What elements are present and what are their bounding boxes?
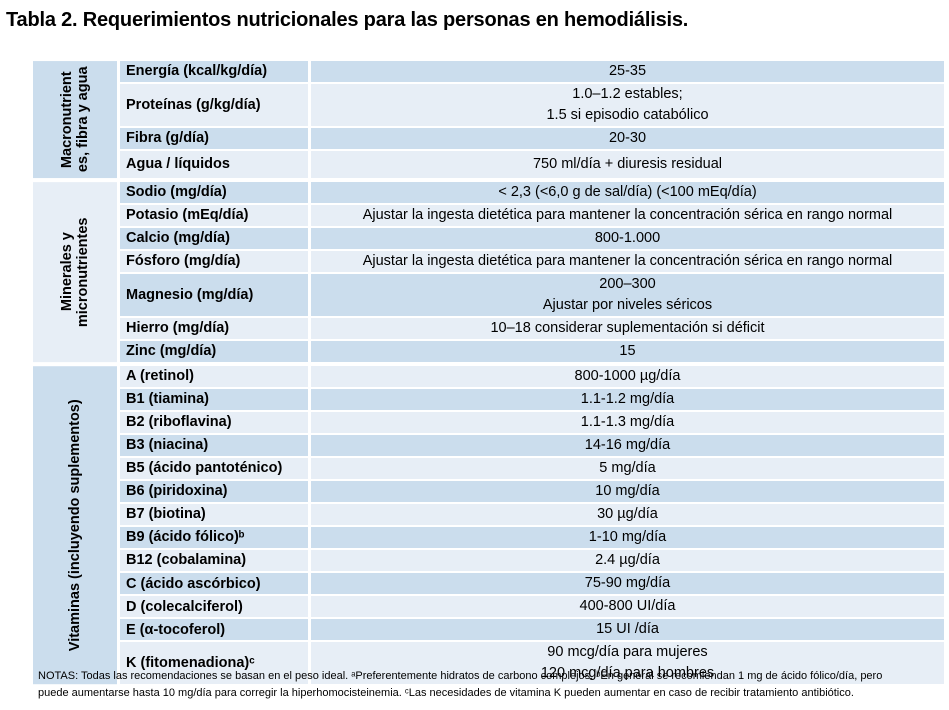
row-label: Zinc (mg/día) xyxy=(120,341,308,363)
row-label: Magnesio (mg/día) xyxy=(120,274,308,317)
row-label: B5 (ácido pantoténico) xyxy=(120,458,308,480)
row-value: 30 µg/día xyxy=(311,504,944,526)
row-value: 75-90 mg/día xyxy=(311,573,944,595)
row-label: B9 (ácido fólico)ᵇ xyxy=(120,527,308,549)
requirements-table: Macronutrient es, fibra y agua Energía (k… xyxy=(33,61,944,688)
row-value: 1.1-1.2 mg/día xyxy=(311,389,944,411)
table-section: Minerales y micronutrientes Sodio (mg/día… xyxy=(33,182,944,363)
row-label: Hierro (mg/día) xyxy=(120,318,308,340)
row-value: 1.1-1.3 mg/día xyxy=(311,412,944,434)
row-value: Ajustar la ingesta dietética para manten… xyxy=(311,205,944,227)
row-value: 750 ml/día + diuresis residual xyxy=(311,151,944,179)
row-label: B7 (biotina) xyxy=(120,504,308,526)
row-value: 25-35 xyxy=(311,61,944,83)
row-label: Potasio (mEq/día) xyxy=(120,205,308,227)
row-label: Fibra (g/día) xyxy=(120,128,308,150)
row-value: 1.0–1.2 estables; 1.5 si episodio catabó… xyxy=(311,84,944,127)
row-value: 10–18 considerar suplementación si défic… xyxy=(311,318,944,340)
row-label: Agua / líquidos xyxy=(120,151,308,179)
row-value: 90 mcg/día para mujeres 120 mcg/día para… xyxy=(311,642,944,685)
row-value: 800-1000 µg/día xyxy=(311,366,944,388)
row-label: Energía (kcal/kg/día) xyxy=(120,61,308,83)
table-section: Macronutrient es, fibra y agua Energía (k… xyxy=(33,61,944,179)
row-value: Ajustar la ingesta dietética para manten… xyxy=(311,251,944,273)
row-label: B1 (tiamina) xyxy=(120,389,308,411)
row-label: E (α-tocoferol) xyxy=(120,619,308,641)
row-value: < 2,3 (<6,0 g de sal/día) (<100 mEq/día) xyxy=(311,182,944,204)
row-label: D (colecalciferol) xyxy=(120,596,308,618)
section-group-header: Minerales y micronutrientes xyxy=(33,182,117,363)
row-label: B6 (piridoxina) xyxy=(120,481,308,503)
row-value: 15 UI /día xyxy=(311,619,944,641)
row-label: Proteínas (g/kg/día) xyxy=(120,84,308,127)
row-value: 800-1.000 xyxy=(311,228,944,250)
row-value: 200–300 Ajustar por niveles séricos xyxy=(311,274,944,317)
table-section: Vitaminas (incluyendo suplementos) A (ret… xyxy=(33,366,944,685)
section-group-header: Vitaminas (incluyendo suplementos) xyxy=(33,366,117,685)
row-label: Calcio (mg/día) xyxy=(120,228,308,250)
row-label: Sodio (mg/día) xyxy=(120,182,308,204)
row-label: Fósforo (mg/día) xyxy=(120,251,308,273)
row-value: 14-16 mg/día xyxy=(311,435,944,457)
footnotes: NOTAS: Todas las recomendaciones se basa… xyxy=(38,670,883,699)
row-label: K (fitomenadiona)ᶜ xyxy=(120,642,308,685)
row-value: 5 mg/día xyxy=(311,458,944,480)
row-label: A (retinol) xyxy=(120,366,308,388)
page-title: Tabla 2. Requerimientos nutricionales pa… xyxy=(6,9,689,31)
row-value: 20-30 xyxy=(311,128,944,150)
row-label: B12 (cobalamina) xyxy=(120,550,308,572)
row-value: 15 xyxy=(311,341,944,363)
row-label: C (ácido ascórbico) xyxy=(120,573,308,595)
row-label: B3 (niacina) xyxy=(120,435,308,457)
row-value: 10 mg/día xyxy=(311,481,944,503)
row-label: B2 (riboflavina) xyxy=(120,412,308,434)
row-value: 2.4 µg/día xyxy=(311,550,944,572)
row-value: 400-800 UI/día xyxy=(311,596,944,618)
section-group-header: Macronutrient es, fibra y agua xyxy=(33,61,117,179)
row-value: 1-10 mg/día xyxy=(311,527,944,549)
